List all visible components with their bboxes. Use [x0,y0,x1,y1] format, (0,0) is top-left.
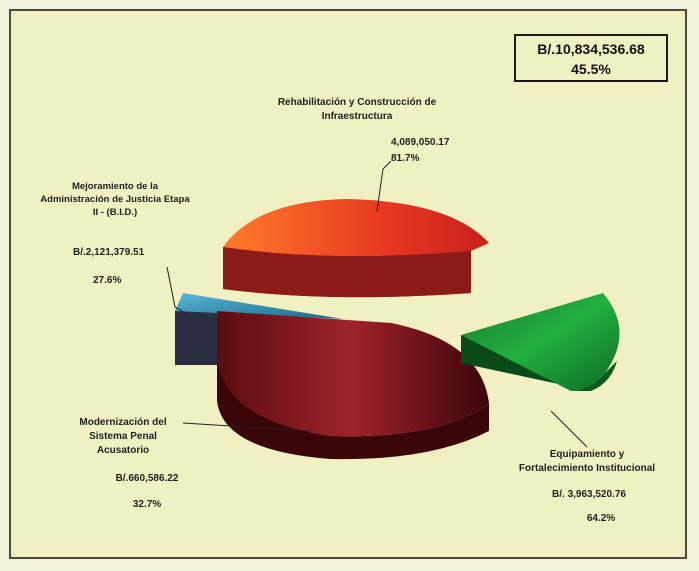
label-equipamiento-percent: 64.2% [587,513,615,524]
label-bid-percent: 27.6% [93,275,121,286]
label-modernizacion-amount: B/.660,586.22 [116,473,179,484]
label-infraestructura: Rehabilitación y Construcción de Infraes… [278,97,450,164]
slice-infraestructura [223,199,489,298]
label-modernizacion: Modernización del Sistema Penal Acusator… [79,417,178,510]
leader-line-bid [166,266,190,316]
total-amount: B/.10,834,536.68 [537,41,645,57]
total-box: B/.10,834,536.68 45.5% [514,34,668,82]
leader-line-equipamiento [550,410,588,448]
label-equipamiento-line2: Fortalecimiento Institucional [519,463,655,474]
slice-equipamiento [461,293,620,391]
label-equipamiento-line1: Equipamiento y [550,449,625,460]
label-equipamiento-amount: B/. 3,963,520.76 [552,489,626,500]
label-infraestructura-percent: 81.7% [391,153,419,164]
label-modernizacion-line2: Sistema Penal [89,431,157,442]
total-percent: 45.5% [571,61,611,77]
label-bid-amount: B/.2,121,379.51 [73,247,145,258]
chart-frame: B/.10,834,536.68 45.5% [9,9,687,559]
slice-equipamiento-top [461,293,620,391]
leader-line-modernizacion [182,422,312,432]
slice-modernizacion-top [217,311,489,437]
pie-chart: Rehabilitación y Construcción de Infraes… [40,97,655,524]
label-bid-line1: Mejoramiento de la [72,181,159,192]
label-bid-line2: Administración de Justicia Etapa [40,194,190,205]
slice-infraestructura-front [223,247,471,298]
label-infraestructura-amount: 4,089,050.17 [391,137,450,148]
slice-infraestructura-top [223,199,489,257]
slice-modernizacion-side [217,356,489,460]
label-bid: Mejoramiento de la Administración de Jus… [40,181,190,286]
slice-modernizacion [217,311,489,460]
leader-line-infraestructura [376,160,392,212]
label-modernizacion-percent: 32.7% [133,499,161,510]
label-bid-line3: II - (B.I.D.) [93,207,137,218]
label-infraestructura-line1: Rehabilitación y Construcción de [278,97,437,108]
slice-equipamiento-edge [571,361,617,391]
label-modernizacion-line3: Acusatorio [97,445,149,456]
label-modernizacion-line1: Modernización del [79,417,166,428]
slice-bid-side [175,311,217,365]
label-equipamiento: Equipamiento y Fortalecimiento Instituci… [519,449,655,524]
label-infraestructura-line2: Infraestructura [322,111,393,122]
